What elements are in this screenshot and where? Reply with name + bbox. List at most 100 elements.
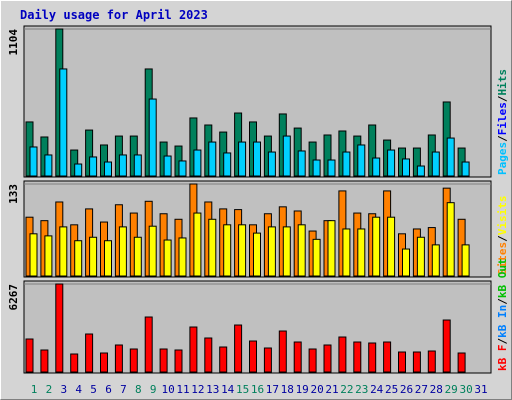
bar: [29, 233, 38, 277]
x-tick-label: 21: [325, 383, 338, 396]
bar: [353, 341, 362, 373]
bar: [144, 316, 153, 373]
bar: [342, 151, 351, 177]
x-tick-label: 15: [236, 383, 249, 396]
bar: [357, 228, 366, 277]
bar: [342, 228, 351, 277]
bar: [219, 346, 228, 373]
bar: [208, 141, 217, 177]
bar: [59, 68, 68, 177]
bar: [312, 159, 321, 177]
bar: [238, 224, 247, 277]
bar: [387, 216, 396, 277]
legend: kB F/kB In/kB Out: [496, 258, 509, 371]
bar: [178, 237, 187, 277]
bar: [163, 155, 172, 177]
legend-item: Files: [496, 102, 509, 135]
x-tick-label: 12: [191, 383, 204, 396]
bar: [238, 141, 247, 177]
x-tick-label: 7: [120, 383, 127, 396]
bar: [338, 336, 347, 373]
bar: [253, 232, 261, 277]
bar: [129, 348, 138, 373]
x-tick-label: 4: [75, 383, 82, 396]
bar: [174, 349, 183, 373]
x-tick-label: 24: [370, 383, 384, 396]
x-tick-label: 17: [266, 383, 279, 396]
x-tick-label: 22: [340, 383, 353, 396]
x-tick-label: 5: [90, 383, 97, 396]
bar: [44, 154, 53, 177]
legend: Pages/Files/Hits: [496, 69, 509, 175]
x-tick-label: 31: [474, 383, 487, 396]
bar: [461, 161, 470, 177]
legend-item: /: [496, 95, 509, 102]
bar: [223, 152, 232, 177]
x-tick-label: 28: [430, 383, 443, 396]
bar: [193, 212, 202, 277]
bar: [461, 244, 470, 277]
bar: [368, 342, 377, 373]
bar: [457, 352, 466, 373]
bar: [267, 151, 276, 177]
bar: [234, 324, 243, 373]
bar: [387, 149, 396, 177]
bar: [327, 159, 336, 177]
legend-item: /: [496, 338, 509, 345]
x-tick-label: 2: [46, 383, 53, 396]
bar: [372, 216, 381, 277]
bar: [100, 352, 108, 373]
x-tick-label: 13: [206, 383, 219, 396]
x-tick-label: 29: [445, 383, 458, 396]
legend: Sites/Visits: [496, 196, 509, 276]
legend-item: Sites: [496, 242, 509, 275]
legend-item: kB F: [496, 345, 509, 372]
bar: [204, 337, 213, 373]
x-tick-label: 25: [385, 383, 398, 396]
bar: [308, 348, 317, 373]
x-tick-label: 9: [150, 383, 157, 396]
x-tick-label: 1: [31, 383, 38, 396]
x-tick-label: 27: [415, 383, 428, 396]
x-tick-label: 3: [60, 383, 67, 396]
legend-item: /: [496, 135, 509, 142]
x-tick-label: 26: [400, 383, 413, 396]
bar: [398, 351, 406, 373]
x-tick-label: 20: [310, 383, 323, 396]
bar: [114, 344, 123, 373]
bar: [312, 238, 321, 277]
bar: [85, 333, 94, 373]
legend-item: kB In: [496, 305, 509, 338]
bar: [412, 351, 421, 373]
legend-item: Visits: [496, 196, 509, 236]
bar: [297, 224, 306, 277]
bar: [40, 349, 49, 373]
bar: [44, 235, 53, 277]
bar: [293, 341, 302, 373]
bar: [357, 144, 366, 177]
legend-item: Hits: [496, 69, 509, 96]
bar: [263, 347, 272, 373]
y-tick-label: 1104: [7, 29, 20, 56]
bar: [278, 330, 287, 373]
bar: [402, 248, 410, 277]
bar: [29, 146, 38, 177]
bar: [416, 165, 425, 177]
x-tick-label: 23: [355, 383, 368, 396]
bar: [327, 220, 336, 277]
bar: [372, 157, 381, 177]
x-tick-label: 16: [251, 383, 264, 396]
bar: [59, 226, 68, 277]
bar: [148, 225, 157, 277]
bar: [25, 338, 34, 373]
bar: [148, 98, 157, 177]
bar: [133, 154, 142, 177]
bar: [297, 150, 306, 177]
legend-item: Pages: [496, 142, 509, 175]
bar: [267, 226, 276, 277]
bar: [74, 163, 83, 177]
x-tick-label: 14: [221, 383, 235, 396]
bar: [74, 240, 83, 277]
